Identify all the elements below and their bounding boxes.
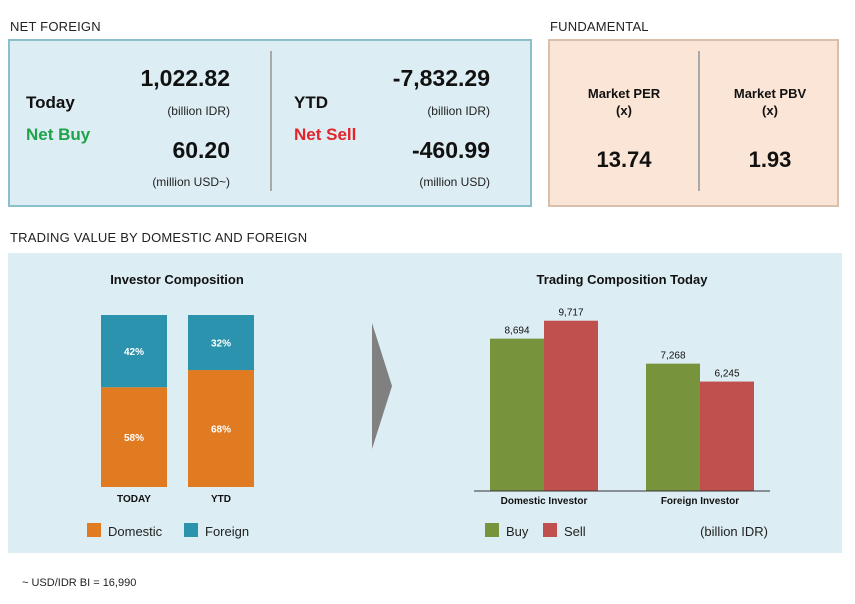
arrow-shape bbox=[372, 323, 392, 449]
investor-composition-title: Investor Composition bbox=[110, 272, 244, 287]
trading-value-panel: Investor Composition 58% 42% TODAY 68% 32% YTD… bbox=[8, 253, 842, 553]
net-foreign-section-title: NET FOREIGN bbox=[10, 19, 101, 34]
ytd-unit-usd: (million USD) bbox=[419, 175, 490, 189]
legend-domestic-swatch bbox=[87, 523, 101, 537]
buy-bar-domestic bbox=[490, 338, 544, 491]
foreign-label-ytd: 32% bbox=[211, 339, 231, 350]
market-pbv-label: Market PBV bbox=[733, 86, 807, 101]
trading-unit-note: (billion IDR) bbox=[700, 524, 768, 539]
category-label-ytd: YTD bbox=[211, 494, 231, 505]
domestic-bar-ytd bbox=[188, 370, 254, 487]
today-net-buy-label: Net Buy bbox=[26, 125, 91, 144]
trading-value-section-title: TRADING VALUE BY DOMESTIC AND FOREIGN bbox=[10, 230, 308, 245]
net-foreign-panel: Today Net Buy 1,022.82 (billion IDR) 60.… bbox=[8, 39, 532, 207]
ytd-value-idr: -7,832.29 bbox=[392, 65, 490, 91]
foreign-bar-ytd bbox=[188, 315, 254, 371]
buy-bar-foreign bbox=[646, 363, 700, 491]
net-foreign-divider bbox=[270, 51, 272, 191]
fundamental-section-title: FUNDAMENTAL bbox=[550, 19, 649, 34]
market-per-label: Market PER bbox=[587, 86, 661, 101]
market-per-unit: (x) bbox=[616, 103, 632, 118]
sell-value-label-domestic: 9,717 bbox=[558, 308, 583, 319]
sell-value-label-foreign: 6,245 bbox=[714, 369, 739, 380]
today-unit-idr: (billion IDR) bbox=[167, 104, 230, 118]
legend-buy-label: Buy bbox=[506, 524, 529, 539]
legend-buy-swatch bbox=[485, 523, 499, 537]
category-label-today: TODAY bbox=[117, 494, 151, 505]
legend-sell-label: Sell bbox=[564, 524, 586, 539]
market-per-title: Market PER (x) bbox=[554, 85, 694, 119]
legend-foreign-swatch bbox=[184, 523, 198, 537]
market-pbv-value: 1.93 bbox=[748, 147, 792, 172]
ytd-net-sell-label: Net Sell bbox=[294, 125, 357, 144]
ytd-unit-idr: (billion IDR) bbox=[427, 104, 490, 118]
category-label-foreign: Foreign Investor bbox=[661, 496, 739, 507]
domestic-bar-today bbox=[101, 387, 167, 487]
domestic-label-today: 58% bbox=[124, 433, 144, 444]
legend-sell-swatch bbox=[543, 523, 557, 537]
market-pbv-title: Market PBV (x) bbox=[700, 85, 840, 119]
today-value-usd: 60.20 bbox=[172, 137, 230, 163]
buy-value-label-domestic: 8,694 bbox=[504, 326, 529, 337]
sell-bar-foreign bbox=[700, 381, 754, 491]
fundamental-divider bbox=[698, 51, 700, 191]
today-label: Today bbox=[26, 93, 75, 112]
market-per-value: 13.74 bbox=[596, 147, 652, 172]
legend-domestic-label: Domestic bbox=[108, 524, 163, 539]
today-value-idr: 1,022.82 bbox=[140, 65, 230, 91]
footnote: ~ USD/IDR BI = 16,990 bbox=[22, 577, 137, 589]
ytd-label: YTD bbox=[294, 93, 328, 112]
foreign-label-today: 42% bbox=[124, 347, 144, 358]
domestic-label-ytd: 68% bbox=[211, 425, 231, 436]
fundamental-panel: Market PER (x) 13.74 Market PBV (x) 1.93 bbox=[548, 39, 839, 207]
buy-value-label-foreign: 7,268 bbox=[660, 351, 685, 362]
foreign-bar-today bbox=[101, 315, 167, 388]
legend-foreign-label: Foreign bbox=[205, 524, 249, 539]
ytd-value-usd: -460.99 bbox=[411, 137, 490, 163]
trading-composition-title: Trading Composition Today bbox=[537, 272, 709, 287]
trading-value-charts: Investor Composition 58% 42% TODAY 68% 32% YTD… bbox=[87, 272, 770, 539]
sell-bar-domestic bbox=[544, 320, 598, 491]
today-unit-usd: (million USD~) bbox=[152, 175, 230, 189]
market-pbv-unit: (x) bbox=[762, 103, 778, 118]
category-label-domestic: Domestic Investor bbox=[501, 496, 588, 507]
